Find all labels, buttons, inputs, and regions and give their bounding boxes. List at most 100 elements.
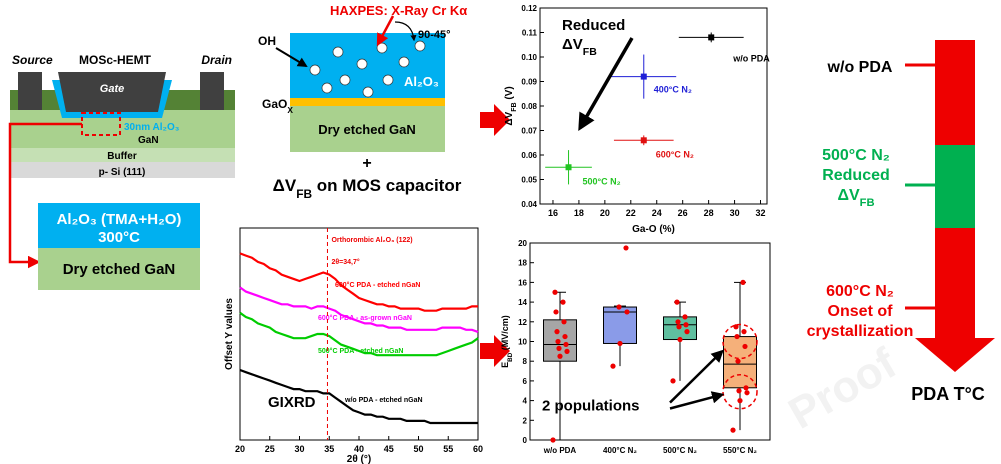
shape-circle (382, 74, 394, 86)
summary-middle: ΔVFB (837, 187, 874, 209)
y-tick-label: 0.07 (521, 127, 537, 136)
y-axis-label-sub: FB (511, 102, 518, 111)
oxide-layer (38, 203, 200, 248)
data-point (742, 343, 748, 350)
data-point (555, 338, 561, 345)
series-label: 400°C N₂ (654, 85, 692, 95)
data-point (740, 279, 746, 285)
y-tick-label: 16 (518, 278, 527, 287)
gan-layer (38, 248, 200, 290)
data-point (553, 309, 559, 315)
data-point (617, 340, 623, 347)
deposition-gan: Dry etched GaN (63, 261, 176, 278)
x-tick-label: 25 (265, 444, 275, 454)
x-tick-label: 400°C N₂ (603, 446, 637, 455)
annotation-arrow (669, 391, 725, 410)
x-tick-label: 30 (730, 208, 740, 218)
shape-rect (200, 72, 224, 110)
shape-rect (935, 145, 975, 228)
x-tick-label: 50 (413, 444, 423, 454)
annotation-line2-main: ΔV (562, 36, 583, 53)
temperature-arrow (905, 40, 995, 372)
annotation-line2: ΔVFB (562, 36, 597, 58)
x-tick-label: 16 (548, 208, 558, 218)
data-point (640, 73, 647, 80)
flow-arrow (480, 335, 510, 367)
flow-arrow (480, 104, 510, 136)
watermark: Proof (781, 339, 905, 439)
y-tick-label: 20 (518, 239, 527, 248)
y-axis-label-main: E (500, 362, 510, 368)
data-point (554, 329, 560, 335)
data-point (684, 329, 690, 335)
shape-path (58, 72, 166, 112)
xrd-curve (239, 286, 479, 333)
data-point (563, 341, 569, 348)
summary-middle-sub: FB (860, 197, 875, 209)
x-tick-label: 26 (678, 208, 688, 218)
data-point (674, 299, 680, 305)
y-axis-label-rest: (MV/cm) (500, 315, 510, 353)
series-label: 500°C N₂ (583, 176, 621, 186)
y-axis-label: ΔVFB (V) (504, 86, 518, 125)
data-point (552, 289, 558, 295)
angle-label: 90-45° (418, 29, 451, 41)
gate-label: Gate (100, 83, 124, 95)
data-point (734, 333, 740, 340)
y-tick-label: 10 (518, 338, 527, 347)
summary-middle: Reduced (822, 167, 890, 184)
y-axis-label: Offset Y values (224, 298, 235, 370)
x-tick-label: 60 (473, 444, 483, 454)
xrd-curve (239, 311, 479, 357)
deposition-oxide: Al₂O₃ (TMA+H₂O) (57, 211, 182, 228)
summary-bottom: Onset of (828, 303, 894, 320)
plot-frame (539, 7, 768, 205)
y-tick-label: 0.05 (521, 176, 537, 185)
shape-rect (18, 72, 42, 110)
data-point (562, 333, 568, 340)
data-point (623, 245, 629, 251)
data-point (676, 324, 682, 330)
data-point (564, 348, 570, 354)
shape-rect (935, 228, 975, 338)
data-point (677, 336, 683, 343)
data-point (730, 427, 736, 433)
shape-rect (10, 162, 235, 178)
shape-g (309, 40, 426, 98)
annotation-arrow (578, 37, 634, 132)
y-tick-label: 0.10 (521, 53, 537, 62)
data-point (610, 363, 616, 369)
source-label: Source (12, 53, 53, 67)
shape-circle (376, 42, 388, 54)
x-tick-label: 20 (235, 444, 245, 454)
x-tick-label: 35 (324, 444, 334, 454)
box (603, 306, 637, 344)
x-tick-label: 18 (574, 208, 584, 218)
drain-label: Drain (201, 53, 232, 67)
interlayer-label-main: GaO (262, 97, 287, 111)
population-circle (722, 373, 758, 410)
y-tick-label: 0 (523, 436, 528, 445)
data-point (741, 329, 747, 335)
data-point (550, 437, 556, 443)
y-tick-label: 0.06 (521, 151, 537, 160)
data-point (556, 345, 562, 351)
haxpes-schematic (275, 15, 445, 152)
series-label: w/o PDA - etched nGaN (344, 397, 423, 404)
x-tick-label: 55 (443, 444, 453, 454)
shape-circle (309, 64, 321, 76)
y-tick-label: 0.08 (521, 102, 537, 111)
shape-circle (362, 86, 374, 98)
x-tick-label: 550°C N₂ (723, 446, 757, 455)
shape-line (275, 47, 308, 68)
data-point (560, 299, 566, 305)
shape-circle (321, 82, 333, 94)
shape-line (376, 15, 395, 47)
y-axis-label: EBD (MV/cm) (500, 315, 514, 368)
data-point (744, 390, 750, 396)
summary-bottom: 600°C N₂ (826, 283, 894, 300)
x-tick-label: 28 (704, 208, 714, 218)
x-tick-label: 30 (294, 444, 304, 454)
